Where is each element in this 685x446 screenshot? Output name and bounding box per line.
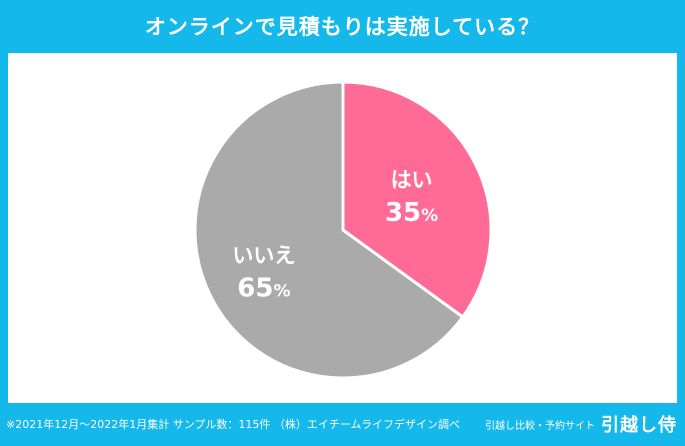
- slice-label-no: いいえ: [232, 243, 295, 267]
- footnote: ※2021年12月〜2022年1月集計 サンプル数：115件 （株）エイチームラ…: [6, 418, 460, 431]
- pie-slice-yes: [341, 80, 493, 319]
- chart-card: はい 35% いいえ 65%: [8, 53, 677, 403]
- slice-label-yes: はい: [391, 168, 433, 192]
- brand-name: 引越し侍: [601, 415, 677, 436]
- chart-title: オンラインで見積もりは実施している？: [144, 15, 541, 39]
- brand-logo: 引越し比較・予約サイト 引越し侍: [485, 410, 677, 438]
- slice-value-no: 65%: [237, 273, 290, 303]
- brand-tagline: 引越し比較・予約サイト: [485, 420, 595, 432]
- pie-slice-no: [193, 80, 465, 380]
